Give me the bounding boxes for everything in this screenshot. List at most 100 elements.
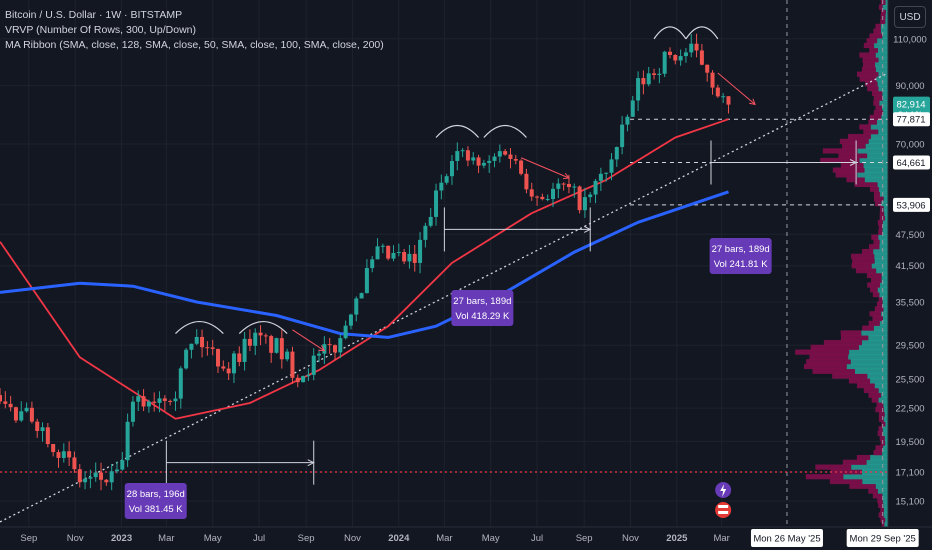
candle-body — [51, 444, 56, 453]
measure-arrowhead — [307, 459, 315, 467]
legend-ma-ribbon[interactable]: MA Ribbon (SMA, close, 128, SMA, close, … — [5, 39, 384, 51]
volume-bar-up — [858, 344, 888, 350]
range-label-volume: Vol 381.45 K — [129, 504, 184, 515]
candle-body — [247, 338, 252, 346]
candle-body — [24, 407, 29, 412]
price-tick-label: 41,500 — [895, 261, 924, 272]
volume-bar-down — [878, 4, 883, 10]
volume-bar-up — [884, 210, 888, 216]
volume-bar-down — [876, 402, 884, 408]
candle-body — [449, 160, 454, 177]
volume-bar-up — [883, 430, 888, 437]
candle-body — [205, 347, 210, 349]
arc-annotation — [175, 320, 224, 334]
candle-body — [465, 150, 470, 161]
time-tick-label: 2024 — [388, 533, 410, 544]
trend-arrow — [292, 329, 326, 352]
candle-body — [322, 344, 327, 354]
volume-bar-down — [823, 339, 863, 346]
candle-body — [168, 400, 173, 402]
volume-bar-down — [838, 153, 868, 159]
range-label-box — [451, 290, 514, 326]
candle-body — [519, 160, 524, 174]
volume-bar-up — [882, 105, 888, 111]
volume-bar-down — [878, 296, 883, 303]
candle-body — [699, 50, 704, 65]
candle-body — [391, 252, 396, 259]
volume-bar-down — [855, 268, 877, 274]
price-label-text: 77,871 — [896, 115, 925, 126]
volume-bar-up — [879, 320, 888, 326]
volume-bar-up — [870, 133, 888, 140]
candle-body — [216, 348, 221, 367]
volume-bar-up — [882, 90, 888, 97]
candle-body — [721, 96, 726, 98]
volume-bar-down — [822, 148, 858, 154]
candle-body — [604, 172, 609, 174]
candle-body — [200, 336, 205, 348]
volume-bar-down — [873, 450, 883, 456]
volume-bar-up — [882, 229, 888, 235]
price-label-text: 53,906 — [896, 200, 925, 211]
price-axis-bg — [888, 0, 932, 550]
volume-bar-up — [879, 191, 888, 197]
date-label: Mon 26 May '25 — [750, 529, 823, 547]
time-tick-label: 2023 — [111, 533, 132, 544]
candle-body — [359, 293, 364, 299]
volume-bar-down — [840, 162, 864, 168]
range-label-bars: 27 bars, 189d — [712, 244, 770, 255]
volume-bar-up — [878, 71, 888, 77]
legend-vrvp[interactable]: VRVP (Number Of Rows, 300, Up/Down) — [5, 24, 197, 36]
candle-body — [689, 43, 694, 53]
candle-body — [274, 338, 279, 353]
volume-bar-down — [878, 224, 883, 231]
volume-bar-down — [862, 57, 879, 63]
volume-bar-down — [806, 359, 851, 365]
volume-bar-up — [861, 469, 888, 475]
volume-bar-up — [880, 23, 888, 29]
volume-bar-up — [876, 268, 888, 274]
volume-bar-down — [851, 253, 875, 259]
volume-bar-down — [849, 483, 876, 489]
legend-symbol[interactable]: Bitcoin / U.S. Dollar · 1W · BITSTAMP — [5, 9, 183, 21]
volume-bar-down — [879, 210, 885, 216]
volume-bar-up — [875, 483, 888, 489]
volume-bar-up — [884, 522, 888, 528]
candle-body — [641, 78, 646, 85]
volume-bar-down — [810, 344, 859, 350]
volume-bar-down — [863, 42, 875, 49]
candle-body — [662, 51, 667, 74]
time-tick-label: Sep — [298, 533, 315, 544]
volume-bar-up — [885, 14, 888, 20]
trend-arrow — [520, 157, 570, 180]
currency-button[interactable]: USD — [894, 6, 926, 28]
volume-bar-up — [874, 42, 888, 49]
candle-body — [497, 151, 502, 157]
volume-bar-up — [875, 52, 888, 58]
trend-arrow-head — [318, 345, 326, 352]
candle-body — [673, 54, 678, 61]
candle-body — [508, 154, 513, 160]
candle-body — [72, 457, 77, 470]
candle-body — [253, 332, 258, 346]
candle-body — [194, 336, 199, 344]
volume-bar-down — [859, 124, 871, 130]
candle-body — [178, 368, 183, 399]
volume-bar-up — [878, 186, 888, 192]
candle-body — [242, 338, 247, 362]
volume-bar-down — [856, 454, 871, 461]
volume-bar-down — [829, 478, 863, 485]
volume-bar-up — [874, 253, 888, 259]
volume-bar-up — [884, 411, 888, 418]
date-label-text: Mon 29 Sep '25 — [850, 534, 916, 545]
volume-bar-up — [861, 330, 888, 336]
time-tick-label: Jul — [531, 533, 543, 544]
volume-bar-up — [857, 172, 888, 178]
volume-bar-up — [879, 239, 888, 245]
volume-bar-down — [878, 502, 884, 509]
candle-body — [125, 421, 130, 461]
volume-bar-down — [881, 421, 886, 427]
candle-body — [492, 156, 497, 161]
volume-bar-down — [847, 133, 871, 140]
